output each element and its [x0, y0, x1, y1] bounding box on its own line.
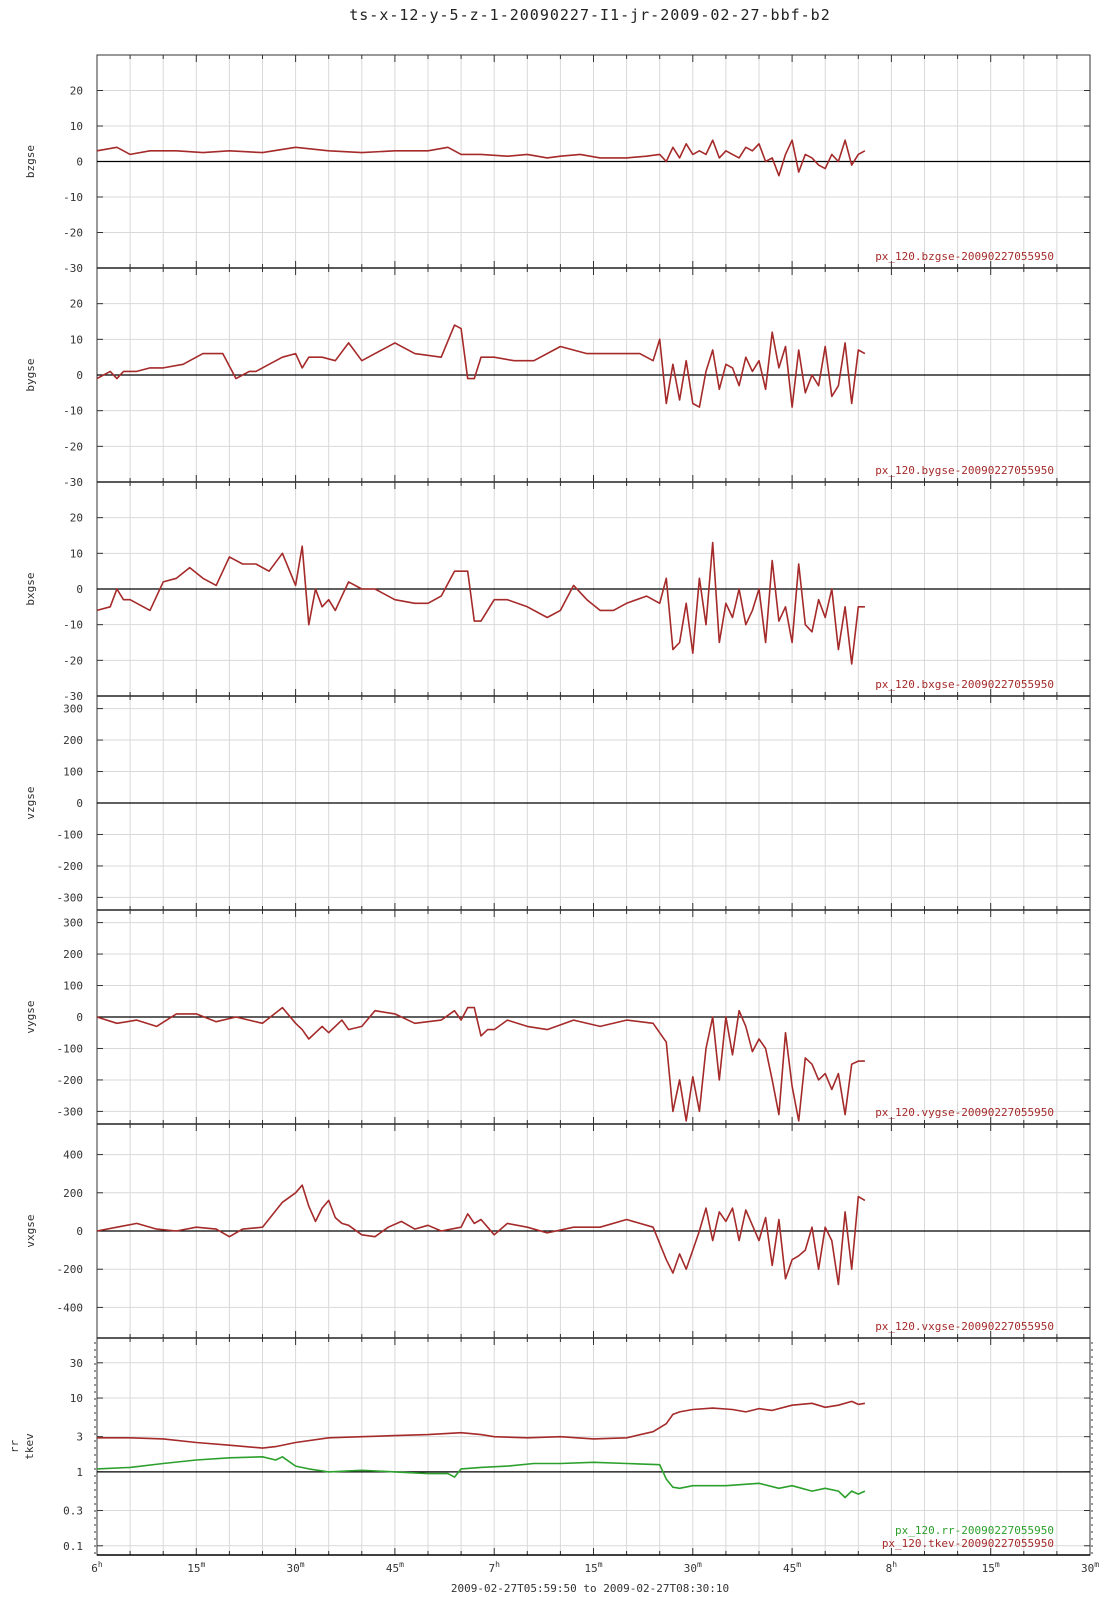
- y-axis-label: vxgse: [24, 1214, 37, 1247]
- y-tick-label: -10: [63, 191, 83, 204]
- series-line: [96, 139, 866, 177]
- y-tick-label: -100: [57, 828, 84, 841]
- y-tick-label: 30: [70, 1357, 83, 1370]
- panel-bxgse: 20 10 0 -10 -20 -30 bxgse px_120.bxgse-20090227…: [24, 481, 1091, 703]
- x-tick-label: 30m: [287, 1560, 305, 1575]
- series-label: px_120.vygse-20090227055950: [875, 1106, 1054, 1119]
- y-tick-label: 0: [76, 156, 83, 169]
- y-tick-label: -10: [63, 619, 83, 632]
- x-tick-label: 15m: [187, 1560, 205, 1575]
- y-tick-label: -300: [57, 891, 84, 904]
- series-line: [96, 1456, 866, 1499]
- x-tick-label: 6h: [91, 1560, 103, 1575]
- panel-bygse: 20 10 0 -10 -20 -30 bygse px_120.bygse-20090227…: [24, 267, 1091, 489]
- panel-bzgse: 20 10 0 -10 -20 -30 bzgse px_120.bzgse-20090227…: [24, 54, 1091, 275]
- y-tick-label: 0: [76, 1011, 83, 1024]
- y-axis-label: vzgse: [24, 786, 37, 819]
- x-tick-label: 30m: [1081, 1560, 1099, 1575]
- y-tick-label: 200: [63, 1187, 83, 1200]
- y-tick-label: 10: [70, 1392, 83, 1405]
- y-tick-label: 300: [63, 703, 83, 716]
- y-tick-label: 0.3: [63, 1505, 83, 1518]
- y-tick-label: 10: [70, 333, 83, 346]
- y-tick-label: 200: [63, 948, 83, 961]
- y-tick-label: -400: [57, 1301, 84, 1314]
- y-tick-label: 10: [70, 547, 83, 560]
- x-tick-label: 45m: [386, 1560, 404, 1575]
- y-tick-label: -20: [63, 440, 83, 453]
- y-tick-label: 20: [70, 512, 83, 525]
- panel-rr: 30 10 3 1 0.3 0.1 rr tkev px_120.rr-200902270559…: [8, 1337, 1093, 1556]
- y-tick-label: 0: [76, 797, 83, 810]
- series-label: px_120.bxgse-20090227055950: [875, 678, 1054, 691]
- series-line: [96, 541, 865, 665]
- x-tick-label: 7h: [488, 1560, 500, 1575]
- y-tick-label: -10: [63, 405, 83, 418]
- series-line: [96, 1006, 865, 1122]
- y-tick-label: -200: [57, 1074, 84, 1087]
- y-axis-label: tkev: [23, 1433, 36, 1460]
- y-tick-label: 1: [76, 1466, 83, 1479]
- x-axis: 6h 15m 30m 45m 7h 15m 30m 45m 8h 15m 30m: [91, 1560, 1099, 1575]
- y-tick-label: -30: [63, 262, 83, 275]
- time-range-footer: 2009-02-27T05:59:50 to 2009-02-27T08:30:…: [451, 1582, 729, 1595]
- series-line: [96, 1184, 866, 1286]
- series-line: [97, 1400, 866, 1449]
- y-tick-label: 3: [76, 1431, 83, 1444]
- y-axis-label: bxgse: [24, 572, 37, 605]
- x-tick-label: 30m: [684, 1560, 702, 1575]
- x-tick-label: 15m: [982, 1560, 1000, 1575]
- y-tick-label: 300: [63, 917, 83, 930]
- y-tick-label: -300: [57, 1105, 84, 1118]
- y-tick-label: 0.1: [63, 1540, 83, 1553]
- y-tick-label: -100: [57, 1042, 84, 1055]
- series-label: px_120.rr-20090227055950: [895, 1524, 1054, 1537]
- panel-vxgse: 400 200 0 -200 -400 vxgse px_120.vxgse-2009022…: [24, 1123, 1091, 1339]
- y-tick-label: 10: [70, 120, 83, 133]
- x-tick-label: 8h: [886, 1560, 898, 1575]
- y-tick-label: 20: [70, 298, 83, 311]
- x-tick-label: 15m: [584, 1560, 602, 1575]
- y-tick-label: -20: [63, 227, 83, 240]
- y-tick-label: -200: [57, 860, 84, 873]
- y-tick-label: -200: [57, 1263, 84, 1276]
- y-tick-label: 400: [63, 1149, 83, 1162]
- y-tick-label: 100: [63, 766, 83, 779]
- series-line: [96, 324, 866, 408]
- y-tick-label: -30: [63, 476, 83, 489]
- panel-vzgse: 300 200 100 0 -100 -200 -300 vzgse: [24, 695, 1091, 911]
- panels: 20100-10-20-30bzgsepx_120.bzgse-20090227…: [8, 54, 1093, 1556]
- series-label: px_120.vxgse-20090227055950: [875, 1320, 1054, 1333]
- series-label: px_120.bzgse-20090227055950: [875, 250, 1054, 263]
- y-tick-label: 100: [63, 980, 83, 993]
- series-label: px_120.bygse-20090227055950: [875, 464, 1054, 477]
- y-tick-label: 200: [63, 734, 83, 747]
- y-tick-label: -20: [63, 654, 83, 667]
- y-tick-label: 20: [70, 85, 83, 98]
- y-tick-label: 0: [76, 1225, 83, 1238]
- x-tick-label: 45m: [783, 1560, 801, 1575]
- series-label: px_120.tkev-20090227055950: [882, 1537, 1054, 1550]
- y-axis-label: rr: [8, 1440, 21, 1454]
- y-tick-label: 0: [76, 369, 83, 382]
- panel-vygse: 300 200 100 0 -100 -200 -300 vygse px_120.vygse-…: [24, 909, 1091, 1125]
- y-tick-label: 0: [76, 583, 83, 596]
- y-tick-label: -30: [63, 690, 83, 703]
- y-axis-label: vygse: [24, 1000, 37, 1033]
- chart-title: ts-x-12-y-5-z-1-20090227-I1-jr-2009-02-2…: [349, 6, 830, 24]
- y-axis-label: bygse: [24, 358, 37, 391]
- y-axis-label: bzgse: [24, 145, 37, 178]
